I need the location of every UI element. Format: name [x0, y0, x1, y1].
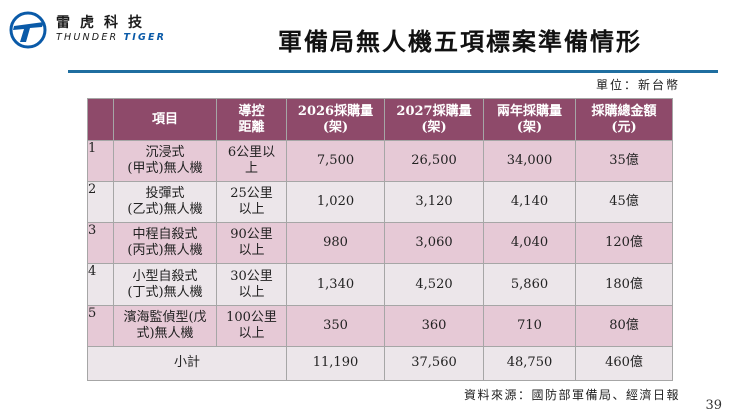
- control-range: 30公里 以上: [216, 263, 287, 306]
- row-index: 4: [87, 263, 114, 306]
- total-amount: 180億: [575, 263, 673, 306]
- control-range: 6公里以 上: [216, 139, 287, 183]
- item-name: 小型自殺式 (丁式)無人機: [113, 263, 217, 306]
- qty-two-year: 5,860: [483, 263, 576, 306]
- total-amount: 35億: [575, 139, 673, 183]
- total-amount: 45億: [575, 181, 673, 224]
- qty-2027: 3,060: [384, 222, 484, 265]
- qty-two-year: 34,000: [483, 139, 576, 183]
- company-logo: 雷虎科技 THUNDER TIGER: [8, 10, 208, 50]
- control-range: 100公里 以上: [216, 304, 287, 347]
- control-range: 25公里 以上: [216, 181, 287, 224]
- item-name: 沉浸式 (甲式)無人機: [113, 139, 217, 183]
- row-index: 2: [87, 181, 114, 224]
- table-row: 1 沉浸式 (甲式)無人機 6公里以 上 7,500 26,500 34,000 35億: [87, 139, 673, 183]
- source-note: 資料來源：國防部軍備局、經濟日報: [463, 388, 680, 402]
- row-index: 5: [87, 304, 114, 347]
- page-number: 39: [705, 398, 722, 413]
- header-cell: 兩年採購量 (架): [483, 98, 576, 141]
- control-range: 90公里 以上: [216, 222, 287, 265]
- subtotal-2027: 37,560: [384, 345, 484, 382]
- table-row: 3 中程自殺式 (丙式)無人機 90公里 以上 980 3,060 4,040 120億: [87, 222, 673, 265]
- subtotal-2026: 11,190: [286, 345, 385, 382]
- qty-2026: 1,340: [286, 263, 385, 306]
- total-amount: 80億: [575, 304, 673, 347]
- qty-2027: 4,520: [384, 263, 484, 306]
- item-name: 中程自殺式 (丙式)無人機: [113, 222, 217, 265]
- qty-2027: 360: [384, 304, 484, 347]
- title-divider: [68, 70, 718, 73]
- unit-label: 單位：新台幣: [595, 78, 680, 92]
- qty-2026: 980: [286, 222, 385, 265]
- qty-2026: 350: [286, 304, 385, 347]
- tiger-logo-icon: [9, 11, 47, 49]
- item-name: 投彈式 (乙式)無人機: [113, 181, 217, 224]
- header-cell: 2026採購量 (架): [286, 98, 385, 141]
- qty-2026: 1,020: [286, 181, 385, 224]
- qty-two-year: 4,140: [483, 181, 576, 224]
- row-index: 3: [87, 222, 114, 265]
- qty-2026: 7,500: [286, 139, 385, 183]
- header-cell: [87, 98, 114, 141]
- header-cell: 2027採購量 (架): [384, 98, 484, 141]
- total-amount: 120億: [575, 222, 673, 265]
- header-cell: 導控 距離: [216, 98, 287, 141]
- logo-english-text: THUNDER TIGER: [56, 32, 167, 43]
- qty-2027: 3,120: [384, 181, 484, 224]
- subtotal-label: 小計: [87, 345, 287, 382]
- header-cell: 採購總金額 (元): [575, 98, 673, 141]
- table-row: 5 濱海監偵型(戊 式)無人機 100公里 以上 350 360 710 80億: [87, 304, 673, 347]
- qty-two-year: 710: [483, 304, 576, 347]
- header-cell: 項目: [113, 98, 217, 141]
- page-title: 軍備局無人機五項標案準備情形: [278, 27, 642, 56]
- subtotal-two-year: 48,750: [483, 345, 576, 382]
- subtotal-amount: 460億: [575, 345, 673, 382]
- item-name: 濱海監偵型(戊 式)無人機: [113, 304, 217, 347]
- table-body: 1 沉浸式 (甲式)無人機 6公里以 上 7,500 26,500 34,000 35億 2 投…: [87, 139, 673, 382]
- qty-two-year: 4,040: [483, 222, 576, 265]
- subtotal-row: 小計 11,190 37,560 48,750 460億: [87, 345, 673, 382]
- qty-2027: 26,500: [384, 139, 484, 183]
- logo-chinese-text: 雷虎科技: [56, 15, 152, 31]
- table-row: 4 小型自殺式 (丁式)無人機 30公里 以上 1,340 4,520 5,860 180億: [87, 263, 673, 306]
- procurement-table: 項目 導控 距離 2026採購量 (架) 2027採購量 (架) 兩年採購量 (架) 採購…: [87, 98, 673, 382]
- table-row: 2 投彈式 (乙式)無人機 25公里 以上 1,020 3,120 4,140 45億: [87, 181, 673, 224]
- table-header-row: 項目 導控 距離 2026採購量 (架) 2027採購量 (架) 兩年採購量 (架) 採購…: [87, 98, 673, 141]
- row-index: 1: [87, 139, 114, 183]
